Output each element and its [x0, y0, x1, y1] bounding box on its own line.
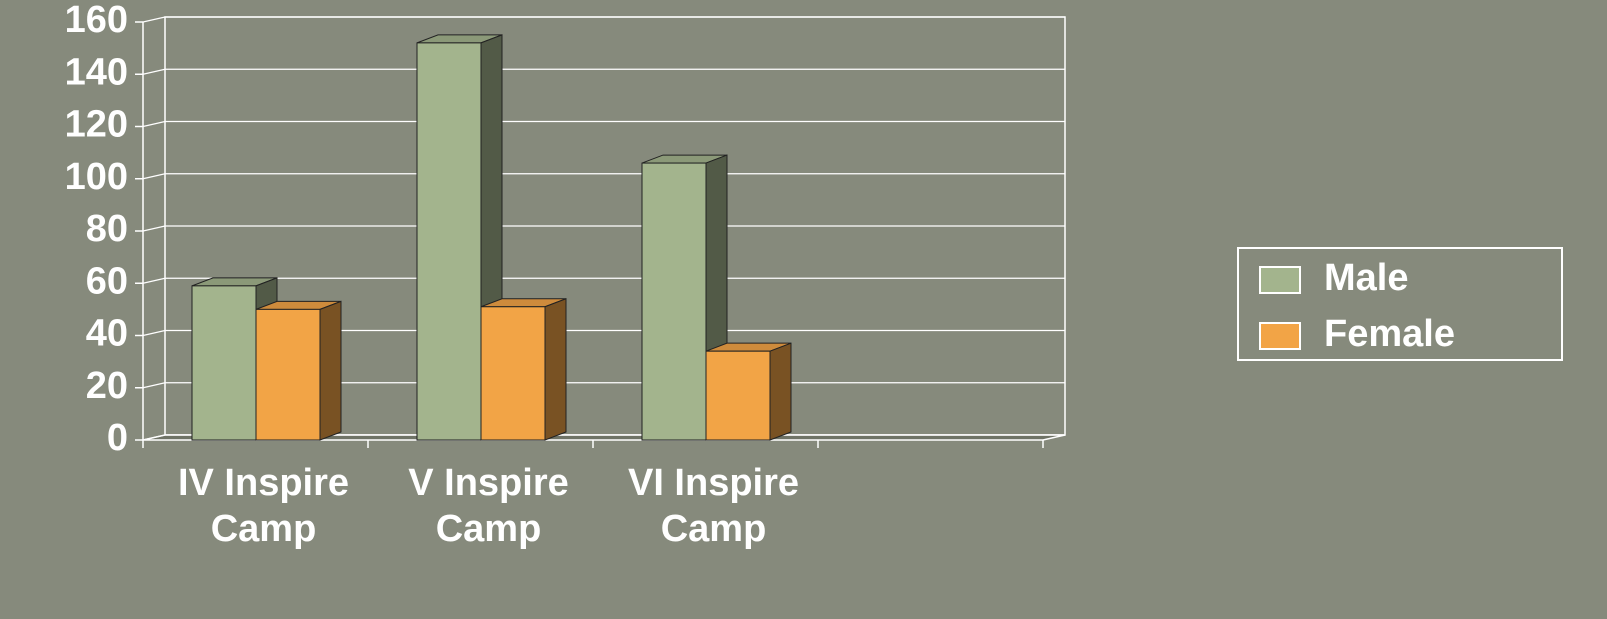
legend-label: Male — [1324, 257, 1408, 299]
grid-line — [142, 225, 1065, 232]
bar — [641, 162, 707, 441]
bar-side — [769, 342, 792, 441]
bar-side — [319, 300, 342, 441]
bar — [480, 306, 546, 441]
y-tick-label: 60 — [86, 260, 128, 302]
y-tick-label: 40 — [86, 313, 128, 355]
grid-line — [142, 16, 1065, 23]
bar — [191, 285, 257, 441]
legend-box — [1237, 247, 1563, 361]
y-tick-label: 80 — [86, 208, 128, 250]
x-tick-label: V Inspire Camp — [408, 462, 569, 550]
legend-swatch — [1259, 266, 1301, 294]
grid-line — [142, 173, 1065, 180]
bar — [416, 42, 482, 441]
y-tick-label: 0 — [107, 417, 128, 459]
legend-label: Female — [1324, 313, 1455, 355]
legend-swatch — [1259, 322, 1301, 350]
bar — [255, 308, 321, 441]
grid-line — [142, 277, 1065, 284]
bar-side — [544, 298, 567, 441]
x-tick-label: IV Inspire Camp — [177, 462, 350, 550]
grid-line — [142, 120, 1065, 128]
y-tick-label: 100 — [65, 156, 128, 198]
y-tick-label: 160 — [65, 0, 128, 41]
bar — [705, 350, 771, 441]
grid-line — [142, 329, 1065, 337]
x-tick-label: VI Inspire Camp — [627, 462, 800, 550]
y-tick-label: 20 — [86, 365, 128, 407]
y-tick-label: 120 — [65, 104, 128, 146]
y-tick-label: 140 — [65, 51, 128, 93]
grid-line — [142, 68, 1065, 75]
